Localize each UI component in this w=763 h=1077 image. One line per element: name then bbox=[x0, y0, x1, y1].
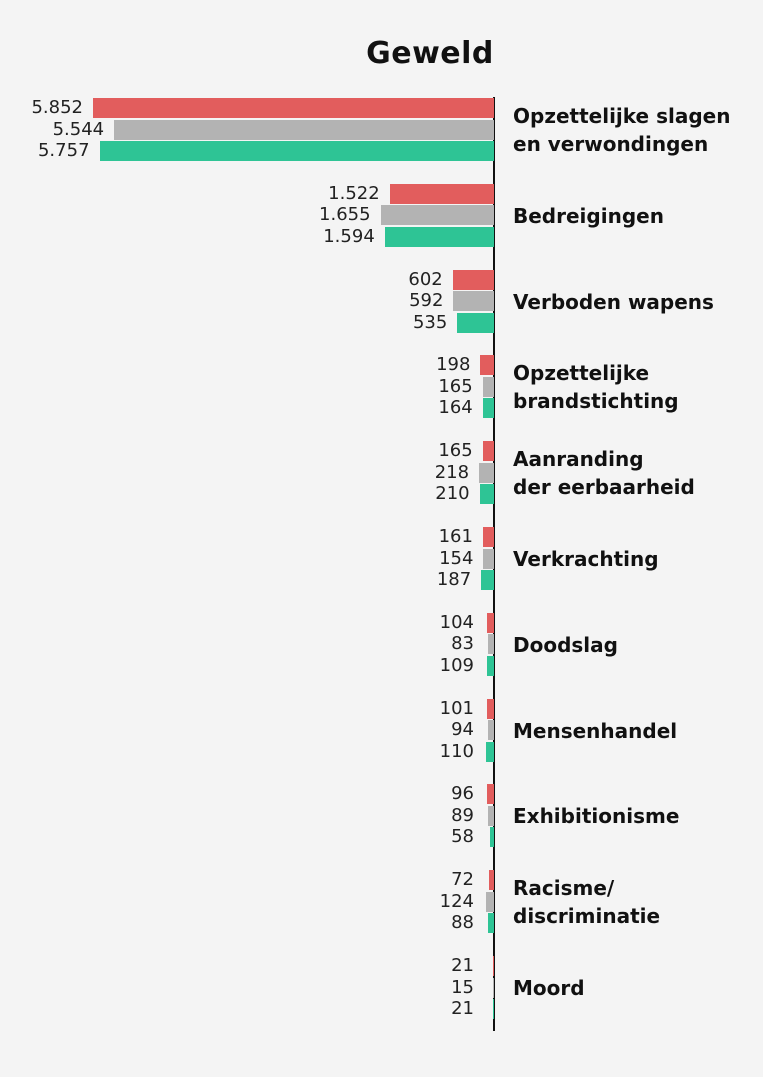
value-label: 164 bbox=[438, 397, 473, 419]
bar-series1 bbox=[482, 527, 494, 547]
bar-series3 bbox=[486, 655, 494, 676]
bar-series1 bbox=[487, 698, 494, 719]
value-label: 21 bbox=[451, 998, 474, 1019]
bar-series3 bbox=[486, 741, 494, 762]
bar-series1 bbox=[482, 441, 494, 462]
bar-series1 bbox=[492, 956, 494, 976]
bar-series3 bbox=[99, 141, 494, 161]
value-label: 72 bbox=[451, 869, 474, 891]
value-label: 83 bbox=[451, 633, 474, 655]
value-label: 5.544 bbox=[52, 118, 105, 140]
value-label: 110 bbox=[439, 740, 474, 762]
category-label: Bedreigingen bbox=[513, 203, 664, 228]
bar-series2 bbox=[487, 805, 494, 826]
bar-series1 bbox=[487, 784, 494, 805]
value-label: 154 bbox=[439, 547, 474, 569]
bar-series1 bbox=[486, 612, 494, 633]
bar-series3 bbox=[492, 999, 494, 1019]
value-label: 165 bbox=[438, 375, 473, 397]
category-label: Opzettelijke brandstichting bbox=[513, 361, 679, 414]
value-label: 592 bbox=[409, 290, 444, 312]
value-label: 94 bbox=[451, 719, 474, 741]
value-label: 1.655 bbox=[319, 204, 371, 226]
bar-series2 bbox=[453, 291, 494, 312]
value-label: 58 bbox=[451, 826, 474, 848]
value-label: 198 bbox=[436, 354, 471, 376]
bar-series3 bbox=[487, 913, 494, 934]
value-label: 88 bbox=[451, 912, 474, 934]
value-label: 1.522 bbox=[328, 182, 380, 204]
category-label: Verkrachting bbox=[513, 547, 659, 571]
category-label: Aanranding der eerbaarheid bbox=[513, 447, 695, 500]
bar-series3 bbox=[457, 312, 494, 333]
bar-series3 bbox=[479, 484, 494, 505]
bar-series1 bbox=[480, 355, 494, 376]
bar-series2 bbox=[380, 205, 494, 226]
value-label: 124 bbox=[439, 890, 474, 912]
category-label: Moord bbox=[513, 976, 585, 1000]
bar-series2 bbox=[483, 548, 494, 569]
chart-title: Geweld bbox=[366, 36, 494, 71]
value-label: 210 bbox=[435, 483, 470, 505]
value-label: 535 bbox=[412, 311, 448, 333]
bar-series2 bbox=[485, 891, 494, 912]
chart-axis bbox=[493, 97, 495, 1031]
bar-series1 bbox=[452, 269, 494, 290]
value-label: 96 bbox=[451, 783, 474, 805]
bar-series1 bbox=[489, 870, 494, 891]
value-label: 101 bbox=[439, 697, 474, 719]
category-label: Racisme/discriminatie bbox=[513, 876, 661, 929]
category-label: Verboden wapens bbox=[513, 289, 714, 314]
value-label: 109 bbox=[439, 654, 474, 676]
bar-series3 bbox=[384, 226, 494, 247]
value-label: 104 bbox=[439, 611, 474, 633]
value-label: 5.757 bbox=[37, 140, 90, 161]
value-label: 187 bbox=[436, 569, 472, 590]
category-label: Doodslag bbox=[513, 632, 618, 657]
value-label: 165 bbox=[438, 440, 473, 462]
category-label: Exhibitionisme bbox=[513, 804, 680, 829]
bar-series2 bbox=[492, 977, 494, 998]
value-label: 5.852 bbox=[31, 97, 83, 118]
bar-series3 bbox=[481, 570, 494, 590]
bar-series1 bbox=[93, 98, 494, 118]
value-label: 89 bbox=[451, 804, 474, 826]
bar-series2 bbox=[114, 119, 494, 140]
value-label: 161 bbox=[438, 526, 473, 547]
bar-series3 bbox=[490, 827, 494, 848]
bar-series1 bbox=[389, 183, 494, 204]
value-label: 218 bbox=[434, 461, 470, 483]
bar-series2 bbox=[488, 634, 494, 655]
category-label: Mensenhandel bbox=[513, 718, 678, 743]
category-label: Opzettelijke slagen en verwondingen bbox=[513, 104, 731, 156]
value-label: 21 bbox=[451, 955, 474, 976]
value-label: 15 bbox=[451, 976, 474, 998]
bar-series2 bbox=[487, 720, 494, 741]
value-label: 1.594 bbox=[323, 225, 375, 247]
bar-series3 bbox=[482, 398, 494, 419]
bar-series2 bbox=[479, 462, 494, 483]
bar-series2 bbox=[482, 376, 494, 397]
value-label: 602 bbox=[408, 268, 443, 290]
